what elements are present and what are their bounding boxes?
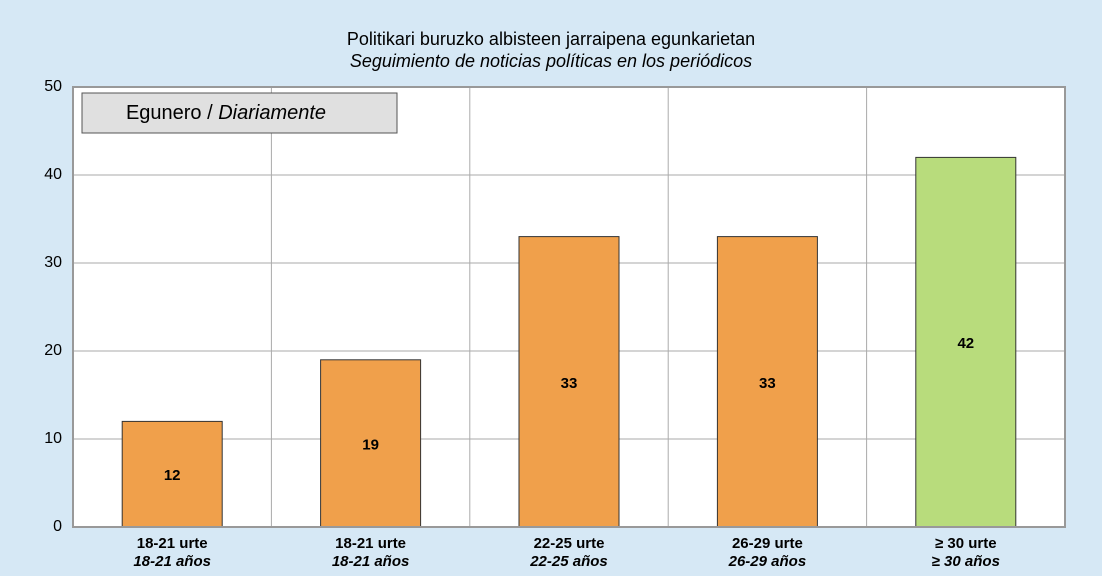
x-tick-label: ≥ 30 urte [935,535,997,552]
plot-border [72,86,1066,528]
bar [320,359,422,528]
data-label: 19 [362,436,379,453]
x-tick-label-es: ≥ 30 años [932,553,1000,570]
x-tick-label-es: 18-21 años [332,553,410,570]
x-tick-label: 18-21 urte [137,535,208,552]
x-tick-label: 18-21 urte [335,535,406,552]
legend-box [81,92,398,134]
bar [915,156,1017,528]
x-tick-label-es: 22-25 años [529,553,608,570]
bar [518,236,620,528]
y-tick-label: 0 [53,518,62,535]
y-tick-label: 20 [44,342,62,359]
y-tick-label: 50 [44,78,62,95]
x-tick-label: 26-29 urte [732,535,803,552]
data-label: 42 [957,335,974,352]
y-tick-label: 30 [44,254,62,271]
bar [121,420,223,528]
x-tick-label: 22-25 urte [534,535,605,552]
chart-title: Politikari buruzko albisteen jarraipena … [347,29,755,49]
legend-label: Egunero / Diariamente [126,102,326,124]
data-label: 33 [561,375,578,392]
y-tick-label: 40 [44,166,62,183]
data-label: 12 [164,467,181,484]
legend-text-italic: Diariamente [218,102,326,124]
y-tick-label: 10 [44,430,62,447]
x-tick-label-es: 18-21 años [133,553,211,570]
chart-subtitle: Seguimiento de noticias políticas en los… [350,51,752,71]
x-tick-label-es: 26-29 años [728,553,807,570]
legend-text: Egunero / [126,102,218,124]
data-label: 33 [759,375,776,392]
